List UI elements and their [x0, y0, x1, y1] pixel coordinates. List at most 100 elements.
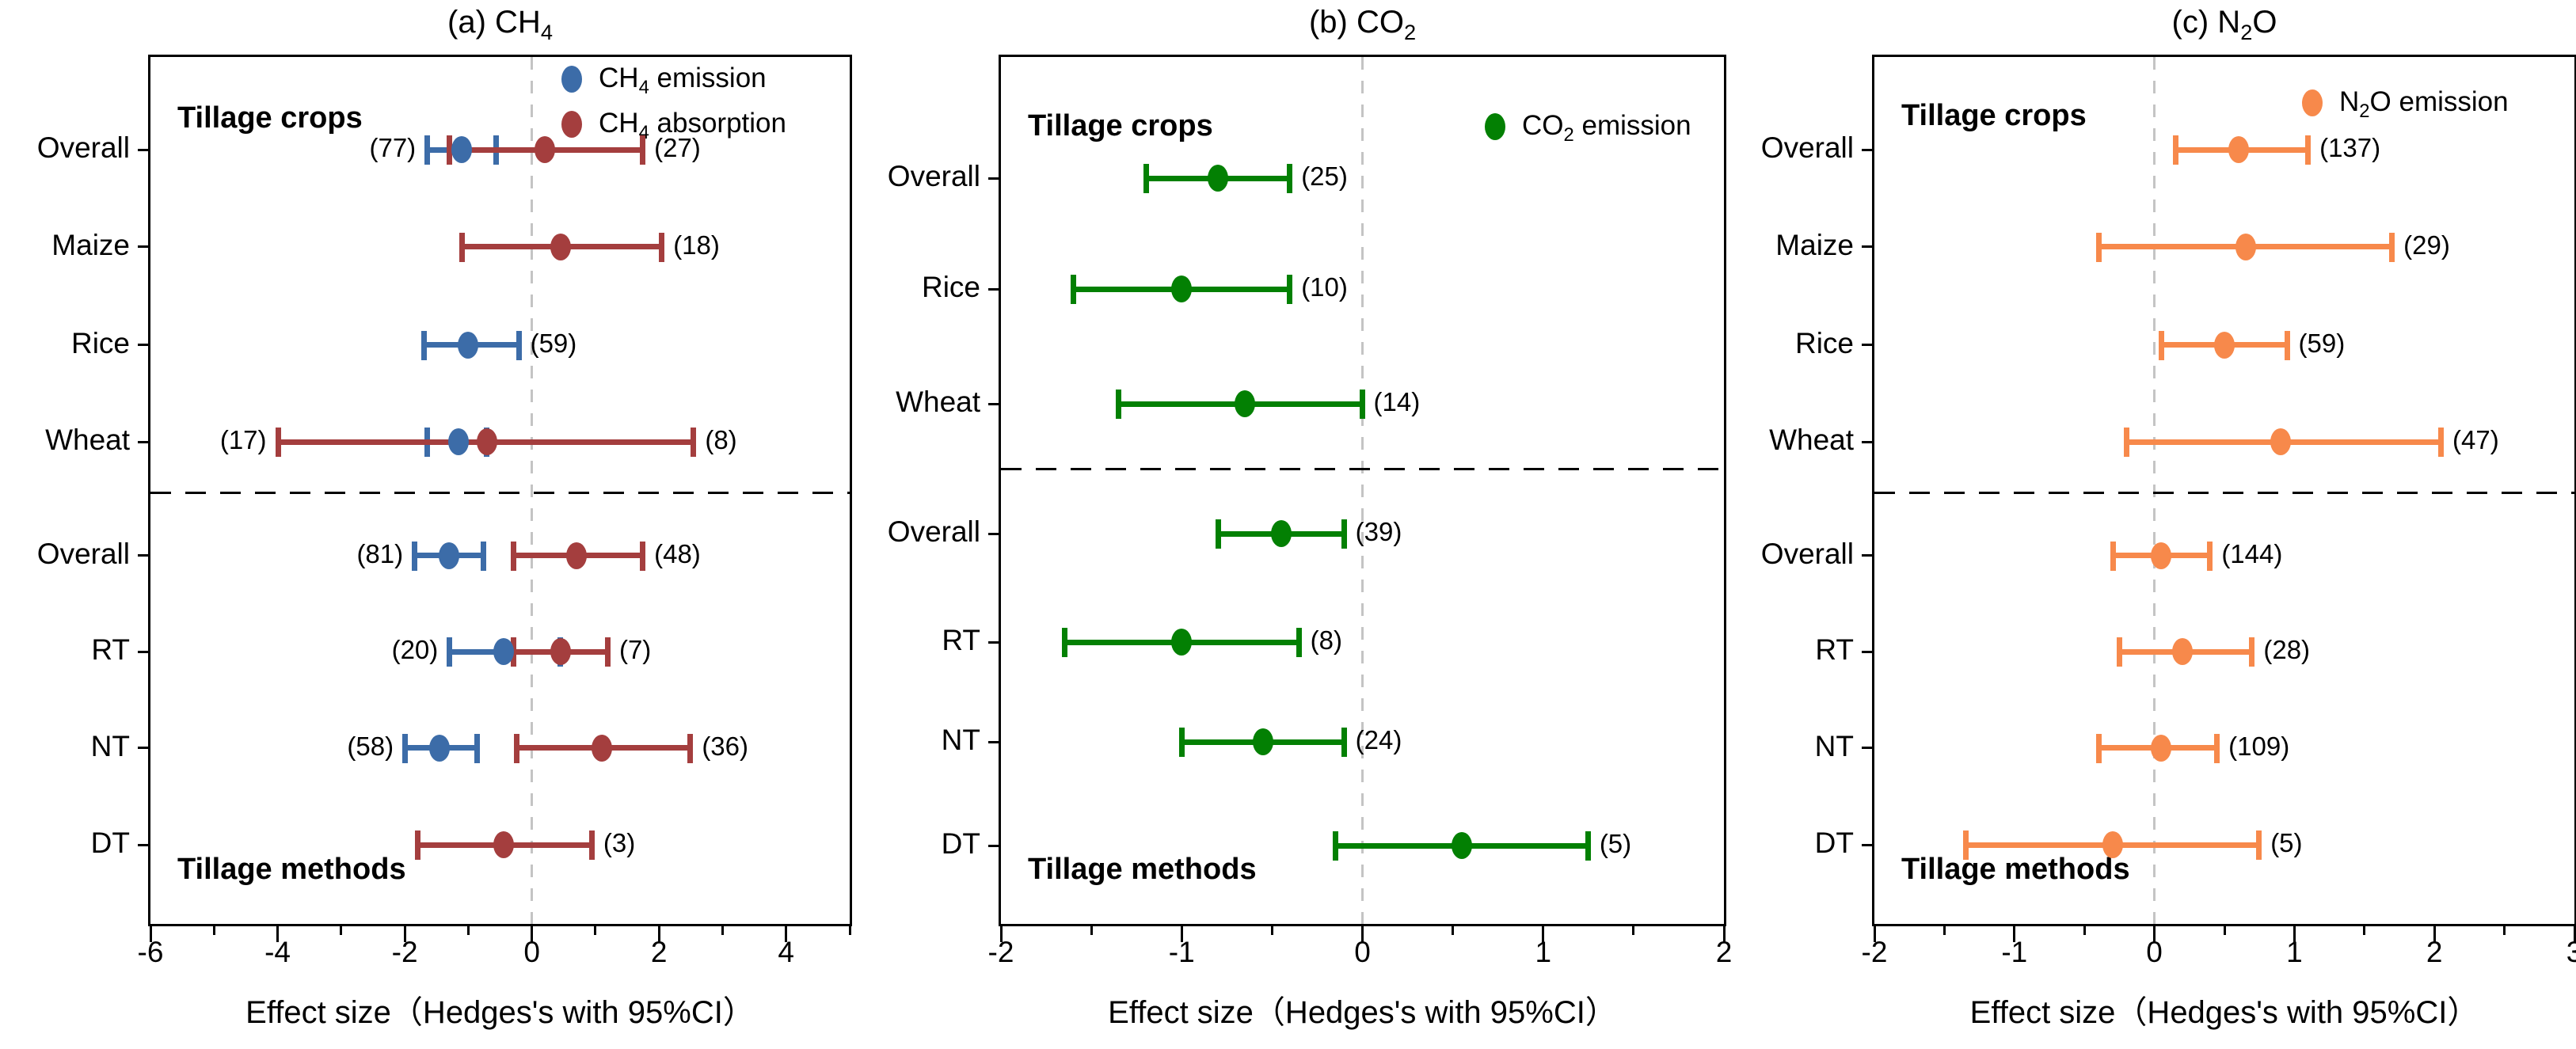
count-label: (24)	[1355, 725, 1402, 755]
ci-cap-high	[2214, 733, 2220, 763]
ci-cap-low	[2095, 232, 2102, 262]
panel-a-y-tick	[138, 650, 150, 653]
ci-cap-low	[2110, 541, 2116, 571]
legend-marker-icon	[1485, 113, 1505, 140]
panel-b-section-separator	[1001, 467, 1724, 470]
count-label: (47)	[2452, 425, 2499, 455]
ci-cap-high	[1287, 275, 1293, 305]
ci-cap-high	[2284, 330, 2290, 360]
count-label: (59)	[2298, 328, 2346, 358]
ci-cap-high	[604, 637, 611, 667]
count-label: (81)	[356, 538, 404, 568]
panel-b-x-tick-label: 1	[1535, 936, 1552, 968]
panel-b-zero-line	[1361, 57, 1364, 924]
legend-label: N2O emission	[2339, 86, 2509, 122]
ci-cap-high	[691, 428, 697, 458]
ci-cap-low	[415, 830, 421, 861]
panel-b-row-label-overall: Overall	[887, 515, 980, 549]
ci-cap-low	[447, 637, 453, 667]
count-label: (137)	[2319, 133, 2381, 163]
panel-b-x-minor-tick	[1452, 926, 1455, 935]
panel-c-y-tick	[1862, 843, 1874, 846]
panel-b-y-tick	[988, 177, 1001, 180]
panel-c-x-tick-label: 0	[2146, 936, 2163, 968]
panel-c-x-minor-tick	[2083, 926, 2086, 935]
ci-cap-low	[1215, 519, 1221, 549]
panel-b-row-label-rt: RT	[942, 624, 980, 657]
legend-label: CH4 emission	[599, 63, 767, 98]
ci-cap-high	[2256, 830, 2262, 861]
point-marker	[565, 542, 587, 569]
ci-cap-high	[2249, 637, 2255, 667]
panel-b-y-tick	[988, 844, 1001, 847]
ci-cap-high	[659, 232, 665, 262]
point-marker	[550, 638, 571, 666]
count-label: (59)	[530, 328, 577, 358]
panel-a-title: (a) CH4	[447, 5, 553, 44]
ci-cap-high	[2305, 135, 2312, 165]
point-marker	[2270, 428, 2291, 456]
point-marker	[1452, 832, 1473, 860]
panel-a-row-label-rt: RT	[91, 633, 130, 667]
panel-a-plot-area	[148, 55, 852, 926]
panel-a-y-tick	[138, 344, 150, 347]
panel-c-y-tick	[1862, 245, 1874, 249]
count-label: (28)	[2263, 635, 2311, 665]
panel-c-x-tick	[2573, 926, 2576, 942]
panel-c-x-tick-label: -1	[2001, 936, 2028, 968]
panel-a-row-label-rice: Rice	[70, 326, 130, 359]
panel-c-x-tick-label: 2	[2426, 936, 2443, 968]
point-marker	[534, 136, 555, 164]
legend-label: CH4 absorption	[599, 108, 786, 143]
panel-a-row-label-dt: DT	[90, 827, 130, 860]
panel-b-x-tick-label: -1	[1168, 936, 1195, 968]
panel-c-x-minor-tick	[2363, 926, 2366, 935]
ci-cap-low	[2173, 135, 2179, 165]
ci-cap-high	[1585, 831, 1591, 861]
legend-marker-icon	[561, 111, 582, 138]
panel-a-x-tick-label: 4	[778, 936, 794, 968]
panel-b-x-tick	[999, 926, 1003, 942]
panel-a-x-tick	[403, 926, 406, 942]
panel-a-x-tick-label: -6	[137, 936, 164, 968]
ci-cap-low	[1962, 830, 1969, 861]
panel-b-row-label-overall: Overall	[887, 160, 980, 193]
panel-b-x-tick	[1180, 926, 1183, 942]
panel-b-x-tick-label: 0	[1354, 936, 1371, 968]
ci-cap-low	[2117, 637, 2123, 667]
panel-a-x-tick-label: -4	[264, 936, 291, 968]
panel-a-x-axis-label: Effect size（Hedges's with 95%CI）	[245, 995, 755, 1030]
ci-cap-high	[474, 733, 481, 763]
ci-cap-high	[516, 330, 522, 360]
panel-c-x-tick	[2013, 926, 2016, 942]
panel-b-title: (b) CO2	[1308, 5, 1417, 44]
ci-cap-high	[640, 135, 646, 165]
count-label: (58)	[347, 731, 394, 761]
point-marker	[1207, 165, 1228, 192]
panel-a-x-minor-tick	[466, 926, 470, 935]
panel-c-y-tick	[1862, 440, 1874, 443]
point-marker	[493, 831, 514, 859]
panel-a-x-tick	[531, 926, 534, 942]
panel-c-x-minor-tick	[1942, 926, 1946, 935]
panel-b-section-label-methods: Tillage methods	[1028, 853, 1257, 887]
ci-cap-high	[1341, 519, 1347, 549]
panel-c-x-tick	[2293, 926, 2296, 942]
panel-b-x-tick	[1361, 926, 1364, 942]
panel-a-x-tick-label: 0	[523, 936, 540, 968]
count-label: (25)	[1301, 162, 1348, 192]
count-label: (77)	[369, 133, 417, 163]
panel-c-x-axis-label: Effect size（Hedges's with 95%CI）	[1969, 995, 2479, 1030]
count-label: (8)	[705, 425, 737, 455]
panel-c-y-tick	[1862, 344, 1874, 347]
count-label: (7)	[618, 635, 652, 665]
ci-cap-high	[1287, 164, 1293, 194]
panel-c-section-separator	[1874, 492, 2574, 495]
panel-b-plot-area	[999, 55, 1726, 926]
panel-b-y-tick	[988, 532, 1001, 535]
panel-c-row-label-rice: Rice	[1794, 326, 1854, 359]
panel-a-x-tick-label: 2	[650, 936, 668, 968]
point-marker	[1171, 276, 1193, 303]
panel-a-row-label-wheat: Wheat	[45, 424, 130, 457]
panel-a-zero-line	[531, 57, 534, 924]
